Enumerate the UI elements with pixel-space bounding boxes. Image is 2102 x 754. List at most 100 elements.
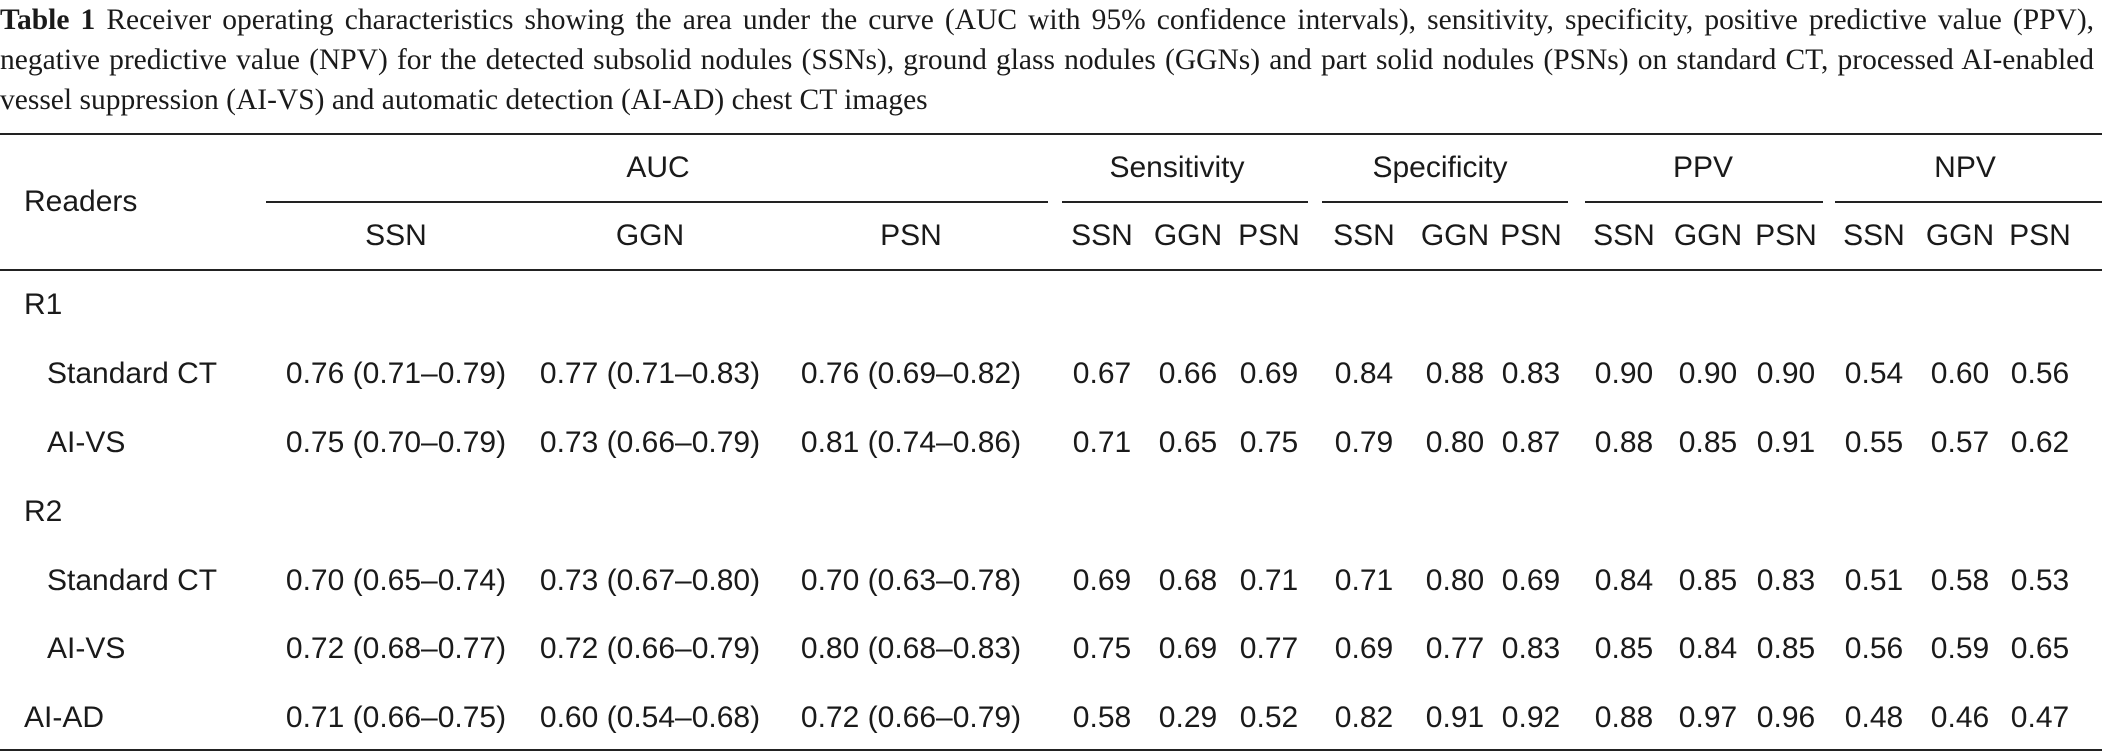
subheader-sens-ggn: GGN: [1153, 219, 1223, 252]
cell-sens-ggn: 0.66: [1158, 357, 1218, 390]
cell-ppv-ggn: 0.84: [1678, 632, 1738, 665]
row-label: AI-AD: [24, 701, 105, 734]
table-bottom-rule: [0, 749, 2102, 751]
cell-sens-psn: 0.52: [1239, 701, 1299, 734]
cell-auc-psn: 0.76 (0.69–0.82): [800, 357, 1022, 390]
cell-auc-ssn: 0.71 (0.66–0.75): [285, 701, 507, 734]
cell-npv-ssn: 0.51: [1844, 564, 1904, 597]
cell-spec-ssn: 0.69: [1334, 632, 1394, 665]
cell-sens-ssn: 0.69: [1072, 564, 1132, 597]
subheader-npv-ssn: SSN: [1843, 219, 1905, 252]
cell-npv-psn: 0.56: [2010, 357, 2070, 390]
cell-spec-psn: 0.87: [1501, 426, 1561, 459]
row-label: AI-VS: [47, 632, 126, 665]
cell-ppv-psn: 0.83: [1756, 564, 1816, 597]
table-top-rule: [0, 133, 2102, 135]
cell-sens-ggn: 0.68: [1158, 564, 1218, 597]
header-group-specificity: Specificity: [1372, 151, 1508, 184]
ppv-group-rule: [1585, 201, 1823, 203]
subheader-spec-psn: PSN: [1500, 219, 1562, 252]
cell-sens-psn: 0.71: [1239, 564, 1299, 597]
subheader-spec-ssn: SSN: [1333, 219, 1395, 252]
cell-ppv-psn: 0.85: [1756, 632, 1816, 665]
header-group-ppv: PPV: [1672, 151, 1734, 184]
subheader-ppv-psn: PSN: [1755, 219, 1817, 252]
npv-group-rule: [1835, 201, 2102, 203]
subheader-ppv-ssn: SSN: [1593, 219, 1655, 252]
cell-ppv-psn: 0.91: [1756, 426, 1816, 459]
header-group-sensitivity: Sensitivity: [1109, 151, 1245, 184]
cell-auc-ggn: 0.73 (0.67–0.80): [539, 564, 761, 597]
header-group-npv: NPV: [1934, 151, 1996, 184]
cell-spec-psn: 0.83: [1501, 357, 1561, 390]
sensitivity-group-rule: [1062, 201, 1308, 203]
cell-auc-psn: 0.81 (0.74–0.86): [800, 426, 1022, 459]
cell-npv-ggn: 0.46: [1930, 701, 1990, 734]
auc-group-rule: [266, 201, 1048, 203]
cell-ppv-ssn: 0.88: [1594, 426, 1654, 459]
table-header-rule: [0, 269, 2102, 271]
cell-ppv-ssn: 0.90: [1594, 357, 1654, 390]
cell-auc-ggn: 0.77 (0.71–0.83): [539, 357, 761, 390]
cell-ppv-ssn: 0.85: [1594, 632, 1654, 665]
cell-sens-ssn: 0.75: [1072, 632, 1132, 665]
row-label: R1: [24, 288, 63, 321]
cell-sens-ggn: 0.69: [1158, 632, 1218, 665]
cell-auc-psn: 0.70 (0.63–0.78): [800, 564, 1022, 597]
cell-auc-ssn: 0.76 (0.71–0.79): [285, 357, 507, 390]
cell-auc-ssn: 0.75 (0.70–0.79): [285, 426, 507, 459]
cell-sens-ssn: 0.58: [1072, 701, 1132, 734]
subheader-npv-ggn: GGN: [1925, 219, 1995, 252]
subheader-auc-psn: PSN: [880, 219, 942, 252]
cell-spec-ssn: 0.79: [1334, 426, 1394, 459]
cell-ppv-ssn: 0.84: [1594, 564, 1654, 597]
cell-auc-ggn: 0.60 (0.54–0.68): [539, 701, 761, 734]
cell-spec-ggn: 0.80: [1425, 426, 1485, 459]
cell-ppv-ggn: 0.97: [1678, 701, 1738, 734]
header-readers: Readers: [24, 185, 138, 218]
row-label: Standard CT: [47, 564, 218, 597]
subheader-spec-ggn: GGN: [1420, 219, 1490, 252]
cell-npv-ssn: 0.54: [1844, 357, 1904, 390]
specificity-group-rule: [1322, 201, 1568, 203]
cell-npv-ggn: 0.59: [1930, 632, 1990, 665]
cell-auc-ssn: 0.72 (0.68–0.77): [285, 632, 507, 665]
subheader-auc-ssn: SSN: [365, 219, 427, 252]
cell-npv-ggn: 0.57: [1930, 426, 1990, 459]
cell-npv-ssn: 0.55: [1844, 426, 1904, 459]
cell-ppv-ggn: 0.90: [1678, 357, 1738, 390]
cell-npv-ggn: 0.58: [1930, 564, 1990, 597]
cell-npv-psn: 0.53: [2010, 564, 2070, 597]
row-label: Standard CT: [47, 357, 218, 390]
cell-npv-psn: 0.62: [2010, 426, 2070, 459]
subheader-sens-psn: PSN: [1238, 219, 1300, 252]
subheader-ppv-ggn: GGN: [1673, 219, 1743, 252]
cell-sens-psn: 0.69: [1239, 357, 1299, 390]
cell-sens-psn: 0.75: [1239, 426, 1299, 459]
cell-sens-ssn: 0.67: [1072, 357, 1132, 390]
cell-ppv-ggn: 0.85: [1678, 564, 1738, 597]
subheader-sens-ssn: SSN: [1071, 219, 1133, 252]
cell-spec-ggn: 0.80: [1425, 564, 1485, 597]
cell-ppv-psn: 0.96: [1756, 701, 1816, 734]
row-label: AI-VS: [47, 426, 126, 459]
cell-spec-psn: 0.92: [1501, 701, 1561, 734]
cell-npv-ssn: 0.56: [1844, 632, 1904, 665]
cell-ppv-ssn: 0.88: [1594, 701, 1654, 734]
cell-spec-ggn: 0.77: [1425, 632, 1485, 665]
cell-spec-psn: 0.69: [1501, 564, 1561, 597]
cell-spec-ggn: 0.88: [1425, 357, 1485, 390]
cell-sens-psn: 0.77: [1239, 632, 1299, 665]
cell-sens-ggn: 0.65: [1158, 426, 1218, 459]
cell-auc-ssn: 0.70 (0.65–0.74): [285, 564, 507, 597]
subheader-auc-ggn: GGN: [615, 219, 685, 252]
header-group-auc: AUC: [626, 151, 690, 184]
cell-npv-psn: 0.65: [2010, 632, 2070, 665]
cell-spec-ggn: 0.91: [1425, 701, 1485, 734]
cell-npv-ssn: 0.48: [1844, 701, 1904, 734]
table-caption-text: Receiver operating characteristics showi…: [0, 4, 2095, 116]
cell-sens-ggn: 0.29: [1158, 701, 1218, 734]
row-label: R2: [24, 495, 63, 528]
cell-auc-ggn: 0.73 (0.66–0.79): [539, 426, 761, 459]
cell-ppv-psn: 0.90: [1756, 357, 1816, 390]
